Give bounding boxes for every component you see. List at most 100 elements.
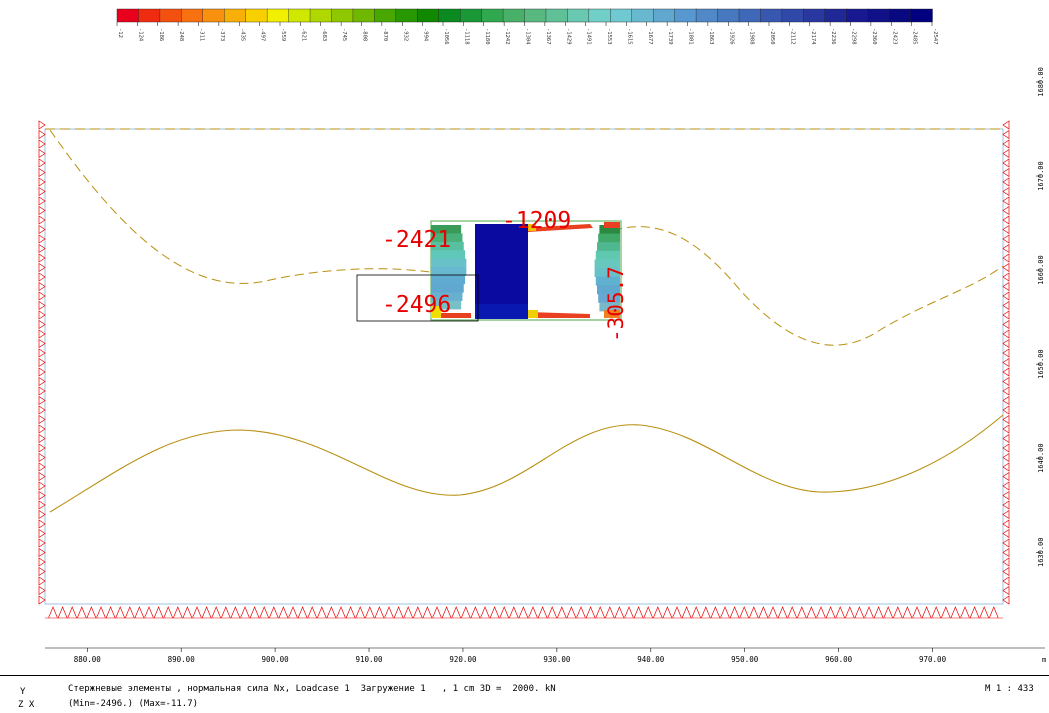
right-support — [1002, 585, 1010, 596]
left-support — [38, 300, 46, 311]
bottom-support — [259, 606, 270, 619]
bottom-support — [412, 606, 423, 619]
legend-tick-label: -932 — [402, 28, 408, 41]
y-axis-tick-label: 1640.00 — [1037, 443, 1045, 473]
left-wall-diagram-band — [431, 225, 462, 234]
right-support — [1002, 547, 1010, 558]
bottom-support — [134, 606, 145, 619]
right-support — [1002, 357, 1010, 368]
bottom-support — [681, 606, 692, 619]
result-description: Стержневые элементы , нормальная сила Nx… — [68, 684, 556, 694]
legend-tick-label: -1615 — [626, 28, 632, 45]
left-support — [38, 215, 46, 225]
bottom-support — [614, 606, 625, 619]
bottom-support — [566, 606, 577, 619]
right-support — [1002, 519, 1010, 529]
left-wall-diagram-band — [431, 275, 466, 285]
bottom-support — [902, 606, 913, 619]
annotation-2496: -2496 — [382, 292, 451, 318]
legend-tick-label: -2547 — [932, 28, 938, 45]
footer: Y Z X Стержневые элементы , нормальная с… — [0, 675, 1049, 713]
bottom-support — [345, 606, 356, 619]
legend-tick-label: -2050 — [769, 28, 775, 45]
left-slab-diagram — [441, 313, 471, 318]
right-support — [1002, 262, 1010, 273]
left-support — [38, 462, 46, 472]
bottom-support — [912, 606, 922, 619]
bottom-support — [988, 606, 999, 619]
axis-y-label: Y — [20, 687, 26, 697]
legend-tick-label: -559 — [280, 28, 286, 41]
bottom-support — [470, 606, 481, 619]
bottom-support — [768, 606, 778, 619]
bottom-support — [355, 606, 366, 619]
x-axis-tick-label: 890.00 — [168, 655, 196, 664]
legend-tick-label: -248 — [178, 28, 184, 41]
bottom-support — [739, 606, 750, 619]
bottom-support — [595, 606, 606, 619]
bottom-support — [700, 606, 711, 619]
left-support — [38, 481, 46, 491]
bottom-support — [432, 606, 442, 619]
left-support — [38, 471, 46, 482]
right-support — [1002, 120, 1010, 130]
annotation-2421: -2421 — [382, 227, 451, 253]
right-support — [1002, 224, 1010, 235]
left-support — [38, 405, 46, 415]
right-support — [1002, 300, 1010, 311]
right-support — [1002, 490, 1010, 501]
axis-zx-label: Z X — [18, 700, 35, 710]
legend-tick-label: -2174 — [810, 28, 816, 45]
bottom-support — [172, 606, 183, 619]
right-support — [1002, 310, 1010, 320]
bottom-support — [76, 606, 87, 619]
left-support — [38, 348, 46, 358]
left-support — [38, 357, 46, 368]
right-support — [1002, 158, 1010, 168]
bottom-support — [652, 606, 663, 619]
left-support — [38, 272, 46, 282]
left-support — [38, 338, 46, 349]
bottom-support — [441, 606, 452, 619]
left-support — [38, 167, 46, 178]
left-wall-peak — [431, 306, 441, 318]
legend-swatch — [910, 8, 933, 23]
legend-tick-label: -1491 — [586, 28, 592, 45]
bottom-support — [393, 606, 404, 619]
bottom-support — [528, 606, 538, 619]
bottom-support — [336, 606, 346, 619]
bottom-support — [96, 606, 106, 619]
bottom-support — [710, 606, 721, 619]
bottom-support — [105, 606, 116, 619]
right-support — [1002, 386, 1010, 396]
left-support — [38, 519, 46, 529]
left-support — [38, 490, 46, 501]
left-support — [38, 310, 46, 320]
left-support — [38, 538, 46, 548]
right-support — [1002, 395, 1010, 406]
bottom-support — [451, 606, 462, 619]
legend-tick-label: -497 — [260, 28, 266, 41]
right-wall-diagram-band — [595, 276, 620, 286]
right-support — [1002, 177, 1010, 187]
bottom-support — [537, 606, 548, 619]
left-support — [38, 547, 46, 558]
bottom-support — [748, 606, 759, 619]
left-support — [38, 281, 46, 292]
left-support — [38, 129, 46, 140]
right-support — [1002, 272, 1010, 282]
x-axis-tick-label: 880.00 — [74, 655, 102, 664]
legend-tick-label: -1553 — [606, 28, 612, 45]
right-wall-diagram-band — [599, 225, 620, 234]
left-support — [38, 196, 46, 206]
right-support — [1002, 281, 1010, 292]
bottom-support — [950, 606, 961, 619]
bottom-support — [691, 606, 702, 619]
right-wall-diagram-band — [598, 233, 620, 243]
bottom-support — [662, 606, 673, 619]
bottom-support — [182, 606, 193, 619]
left-support — [38, 585, 46, 596]
legend-tick-label: -373 — [219, 28, 225, 41]
x-axis-tick-label: 950.00 — [731, 655, 759, 664]
